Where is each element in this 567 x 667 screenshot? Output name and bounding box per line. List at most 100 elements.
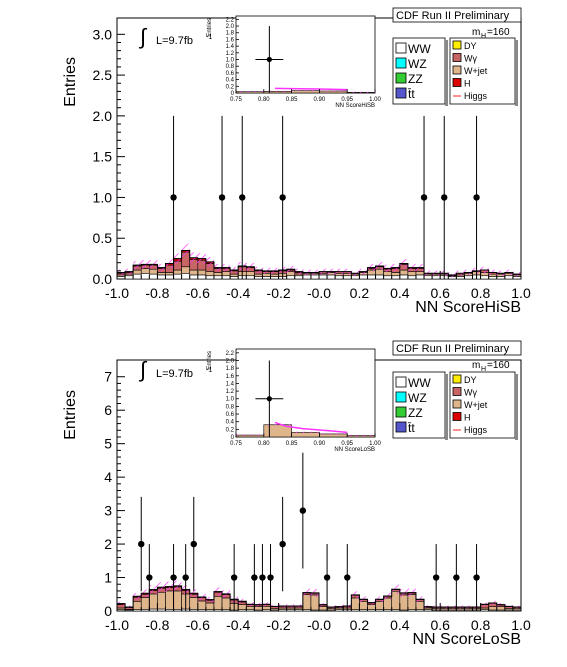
bar-w-jet	[383, 271, 393, 277]
x-tick-label: 0.6	[430, 285, 450, 301]
inset-x-tick-label: 1.00	[369, 441, 381, 447]
y-axis-label: Entries	[62, 57, 79, 107]
legend-label: t̄t	[408, 87, 416, 101]
data-marker	[138, 540, 145, 548]
x-axis: -1.0 -0.8 -0.6 -0.4 -0.2 -0.0 0.2 0.4 0.6 0.8 1.0	[105, 603, 531, 633]
bar-w-jet	[399, 269, 409, 276]
mass-label: m	[472, 360, 480, 371]
inset-uncertainty	[263, 90, 292, 92]
x-tick-label: -0.8	[145, 285, 169, 301]
legend-label: W+jet	[464, 66, 488, 76]
x-tick-label: 0.8	[471, 285, 491, 301]
bar-ww	[488, 276, 498, 280]
luminosity-label: L=9.7fb	[156, 368, 193, 380]
inset-x-tick-label: 0.90	[314, 441, 326, 447]
inset-uncertainty	[319, 433, 348, 435]
inset-uncertainty	[347, 434, 375, 437]
legend-label: ZZ	[408, 406, 423, 420]
bar-ww	[367, 274, 376, 280]
bar-w-jet	[213, 272, 223, 277]
inset-y-tick-label: 0.4	[226, 78, 235, 84]
bar-ww	[124, 275, 134, 280]
bar-w-jet	[391, 590, 401, 610]
data-point	[182, 544, 189, 611]
legend-label: WZ	[408, 57, 427, 71]
x-tick-label: -0.2	[267, 617, 291, 633]
legend-swatch	[395, 406, 407, 418]
inset-y-tick-label: 0.8	[226, 404, 235, 410]
luminosity-exponent: -1	[206, 34, 212, 41]
inset-uncertainty	[236, 90, 264, 93]
data-marker	[230, 574, 238, 581]
bar-ww	[270, 276, 279, 280]
bar-ww	[318, 274, 328, 280]
bar-w-jet	[205, 271, 215, 277]
x-tick-label: -0.0	[307, 617, 331, 633]
inset-x-tick-label: 0.75	[230, 441, 242, 447]
bar-ww	[149, 273, 158, 280]
bar-ww	[359, 274, 368, 280]
inset-x-tick-label: 0.85	[286, 97, 298, 103]
data-point	[239, 115, 246, 279]
y-axis-label: Entries	[62, 390, 79, 440]
bar-ww	[464, 275, 473, 280]
bar-ww	[326, 274, 336, 280]
x-tick-label: -1.0	[105, 617, 129, 633]
bar-ww	[456, 276, 465, 280]
data-point	[323, 544, 331, 611]
bar-ww	[375, 274, 384, 280]
bar-w-jet	[157, 272, 166, 276]
bar-ww	[383, 275, 393, 280]
legend-swatch	[395, 87, 407, 99]
y-axis: 0.0 0.5 1.0 1.5 2.0 2.5 3.0	[93, 26, 125, 287]
bar-w-jet	[213, 595, 223, 610]
bar-ww	[302, 274, 312, 280]
legend-swatch	[395, 42, 407, 54]
data-point	[170, 115, 177, 279]
data-marker	[259, 574, 266, 581]
data-point	[230, 544, 238, 611]
data-point	[146, 544, 153, 611]
data-marker	[473, 194, 480, 201]
bar-w-jet	[375, 268, 384, 276]
y-tick-label: 5	[104, 436, 112, 452]
legend-label: WW	[408, 376, 431, 390]
x-axis: -1.0 -0.8 -0.6 -0.4 -0.2 -0.0 0.2 0.4 0.6 0.8 1.0	[105, 271, 531, 301]
bar-w-jet	[407, 594, 417, 610]
legend-swatch	[452, 78, 462, 87]
data-marker	[239, 194, 246, 201]
bar-ww	[229, 276, 239, 280]
bar-w-jet	[496, 606, 506, 611]
inset-x-tick-label: 0.80	[258, 441, 270, 447]
bar-w-jet	[318, 606, 328, 611]
bar-ww	[245, 275, 255, 280]
data-point	[259, 544, 266, 611]
inset-plot: 0.75 0.80 0.85 0.90 0.95 1.00 0 0.20.4 0.6 0.81.0…	[207, 348, 381, 453]
bar-ww	[197, 274, 207, 280]
bar-ww	[512, 276, 522, 280]
x-tick-label: -0.0	[307, 285, 331, 301]
x-tick-label: -1.0	[105, 285, 129, 301]
x-tick-label: 0.8	[471, 617, 491, 633]
bar-w-jet	[221, 271, 231, 277]
data-marker	[279, 540, 286, 548]
inset-y-tick-label: 1.6	[226, 374, 235, 380]
bar-w-jet	[302, 594, 312, 610]
legend-swatch	[452, 399, 462, 409]
legend-swatch	[452, 374, 462, 384]
legend-shadow	[445, 374, 448, 440]
stack-outline	[116, 249, 521, 279]
bar-ww	[181, 272, 191, 280]
inset-x-axis-label: NN ScoreHiSB	[335, 103, 375, 109]
bar-ww	[391, 275, 401, 280]
bar-ww	[504, 275, 514, 280]
bar-ww	[399, 274, 409, 280]
legend-label: H	[464, 413, 471, 423]
inset-x-tick-label: 0.80	[258, 97, 270, 103]
mass-subscript: H	[481, 33, 486, 40]
legend-label: Wγ	[464, 388, 477, 398]
bar-w-jet	[407, 271, 417, 277]
inset-data-marker	[266, 56, 272, 63]
legend-swatch	[395, 421, 407, 433]
